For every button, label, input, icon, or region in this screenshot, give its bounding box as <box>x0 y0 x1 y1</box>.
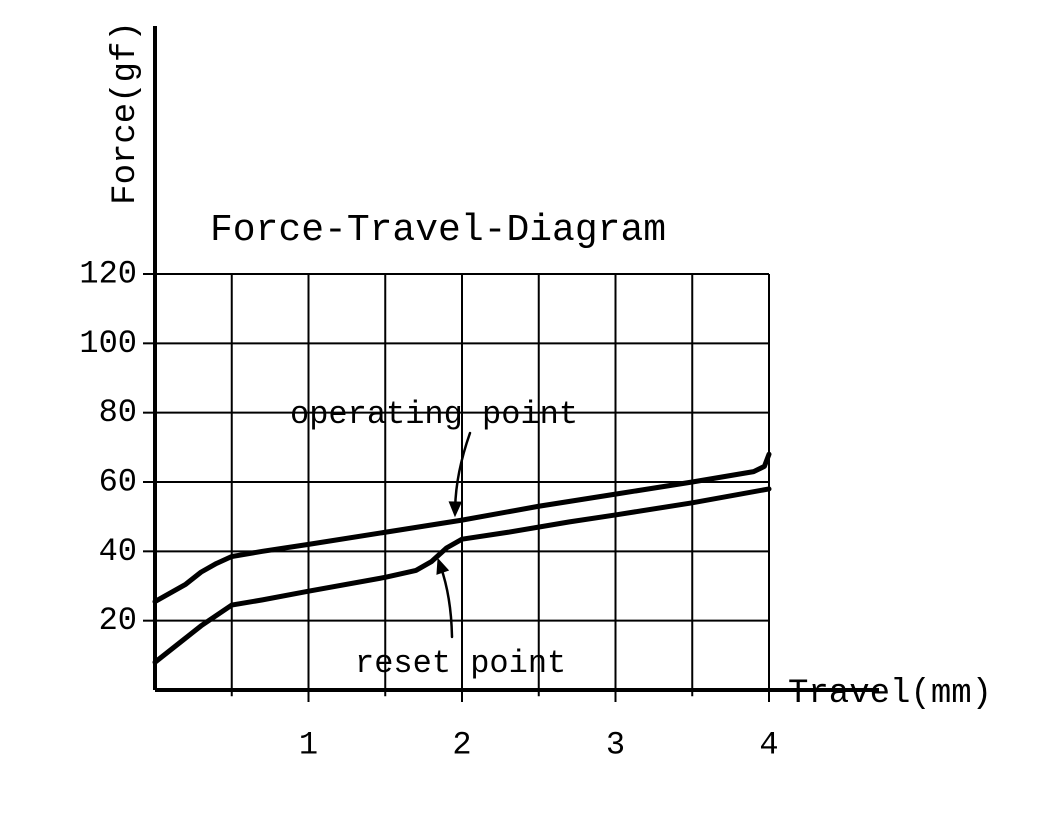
y-tick-label: 20 <box>99 602 137 639</box>
x-tick-label: 3 <box>606 727 625 764</box>
x-axis-label-text: Travel(mm) <box>788 675 992 713</box>
y-tick-label: 80 <box>99 394 137 431</box>
x-tick-label: 4 <box>759 727 778 764</box>
y-axis-label-text: Force(gf) <box>107 21 145 205</box>
y-tick-label: 100 <box>79 325 137 362</box>
y-tick-label: 40 <box>99 533 137 570</box>
x-tick-label: 1 <box>299 727 318 764</box>
x-tick-label: 2 <box>452 727 471 764</box>
operating-point-label: operating point <box>290 396 578 433</box>
force-travel-diagram: 1 2 3 4 20 40 60 80 100 120 Force-Travel-Diagram Tr… <box>0 0 1040 825</box>
chart-svg: 1 2 3 4 20 40 60 80 100 120 Force-Travel-Diagram Tr… <box>0 0 1040 825</box>
chart-title-text: Force-Travel-Diagram <box>210 209 666 252</box>
y-tick-label: 120 <box>79 255 137 292</box>
reset-point-label: reset point <box>355 645 566 682</box>
y-tick-label: 60 <box>99 463 137 500</box>
